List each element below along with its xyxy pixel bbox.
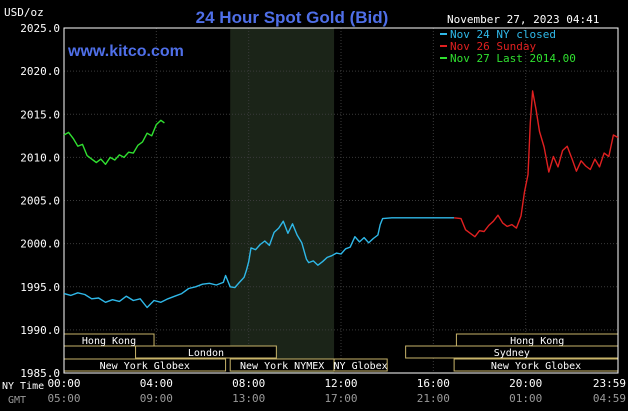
x-tick-label-gmt: 17:00 — [324, 392, 357, 405]
ny-time-row-label: NY Time — [2, 381, 44, 392]
x-tick-label-ny: 16:00 — [417, 377, 450, 390]
x-tick-label-ny: 20:00 — [509, 377, 542, 390]
price-series — [63, 90, 619, 309]
chart-text: USD/oz 24 Hour Spot Gold (Bid) www.kitco… — [4, 6, 599, 65]
x-tick-label-ny: 08:00 — [232, 377, 265, 390]
x-tick-label-ny: 23:59 — [593, 377, 626, 390]
axes: 2025.0 2020.0 2015.0 2010.0 2005.0 2000.0 1995… — [2, 22, 626, 406]
units-label: USD/oz — [4, 6, 44, 19]
y-tick-label: 2010.0 — [20, 151, 60, 164]
market-session-label: NY Globex — [334, 361, 388, 372]
legend-entry: Nov 26 Sunday — [450, 40, 536, 53]
y-tick-label: 2025.0 — [20, 22, 60, 35]
market-session-label: New York Globex — [491, 361, 581, 372]
series-line — [63, 119, 165, 165]
market-session-bar — [333, 358, 388, 372]
nymex-shaded-region — [230, 28, 335, 373]
x-tick-label-gmt: 13:00 — [232, 392, 265, 405]
series-line — [63, 217, 455, 309]
gmt-row-label: GMT — [8, 395, 26, 406]
x-tick-label-gmt: 09:00 — [140, 392, 173, 405]
y-tick-label: 1990.0 — [20, 324, 60, 337]
x-tick-label-gmt: 21:00 — [417, 392, 450, 405]
market-session-bar — [135, 345, 277, 359]
x-tick-label-gmt: 01:00 — [509, 392, 542, 405]
market-session-label: New York Globex — [100, 361, 190, 372]
y-tick-label: 2005.0 — [20, 195, 60, 208]
y-tick-label: 2015.0 — [20, 108, 60, 121]
legend-entry: Nov 27 Last 2014.00 — [450, 52, 576, 65]
timestamp: November 27, 2023 04:41 — [447, 13, 599, 26]
series-line — [454, 90, 619, 238]
y-tick-label: 1995.0 — [20, 281, 60, 294]
x-tick-label-ny: 04:00 — [140, 377, 173, 390]
market-sessions: Hong Kong London New York Globex New York N… — [63, 333, 619, 372]
market-session-label: Hong Kong — [510, 336, 564, 347]
market-session-label: New York NYMEX — [240, 361, 324, 372]
watermark-url: www.kitco.com — [67, 43, 184, 60]
y-tick-label: 2020.0 — [20, 65, 60, 78]
x-tick-label-gmt: 04:59 — [593, 392, 626, 405]
market-session-label: London — [188, 348, 224, 359]
x-tick-label-ny: 00:00 — [47, 377, 80, 390]
market-session-label: Sydney — [494, 348, 530, 359]
x-tick-label-ny: 12:00 — [324, 377, 357, 390]
chart-title: 24 Hour Spot Gold (Bid) — [196, 8, 389, 27]
plot-frame — [63, 27, 619, 374]
y-tick-label: 1985.0 — [20, 367, 60, 380]
x-tick-label-gmt: 05:00 — [47, 392, 80, 405]
legend-entry: Nov 24 NY closed — [450, 28, 556, 41]
y-tick-label: 2000.0 — [20, 238, 60, 251]
market-session-label: Hong Kong — [82, 336, 136, 347]
